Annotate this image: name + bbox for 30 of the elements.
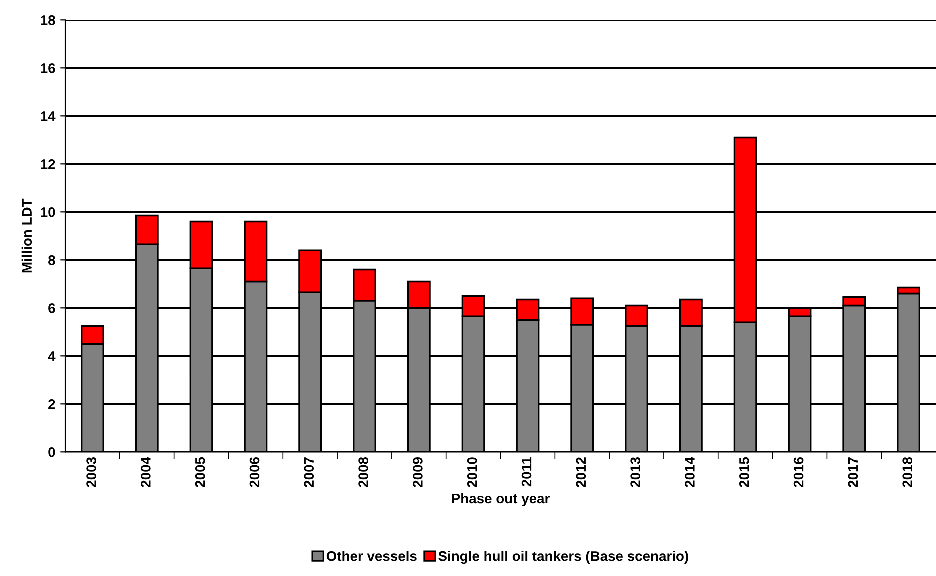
y-tick-label: 14 [41, 112, 56, 122]
y-tick-label: 2 [48, 399, 56, 410]
y-tick-label: 18 [41, 15, 56, 26]
legend-label: Single hull oil tankers (Base scenario) [438, 551, 688, 564]
x-tick-label: 2008 [358, 457, 368, 488]
x-axis-title: Phase out year [452, 493, 550, 506]
x-tick-label: 2011 [522, 457, 532, 487]
legend-label: Other vessels [326, 551, 417, 562]
x-tick-label: 2004 [141, 457, 151, 488]
x-tick-label: 2013 [630, 458, 641, 488]
x-tick-label: 2014 [685, 457, 695, 488]
y-tick-label: 8 [48, 255, 56, 266]
x-tick-label: 2016 [794, 458, 804, 488]
x-tick-label: 2009 [413, 458, 423, 488]
x-tick-label: 2007 [304, 458, 314, 488]
y-axis-title: Million LDT [22, 198, 32, 273]
y-tick-label: 12 [41, 159, 56, 170]
y-tick-label: 0 [48, 447, 56, 458]
y-tick-label: 4 [48, 352, 56, 362]
x-tick-label: 2015 [739, 457, 750, 488]
y-tick-label: 10 [41, 207, 56, 218]
x-tick-label: 2017 [848, 458, 858, 488]
x-tick-label: 2010 [467, 458, 478, 488]
x-tick-label: 2005 [195, 457, 206, 488]
y-tick-label: 6 [48, 303, 56, 314]
x-tick-label: 2018 [902, 457, 913, 488]
y-tick-label: 16 [41, 63, 56, 74]
x-tick-label: 2012 [576, 458, 586, 488]
x-tick-label: 2003 [86, 458, 96, 488]
x-tick-label: 2006 [250, 458, 260, 488]
